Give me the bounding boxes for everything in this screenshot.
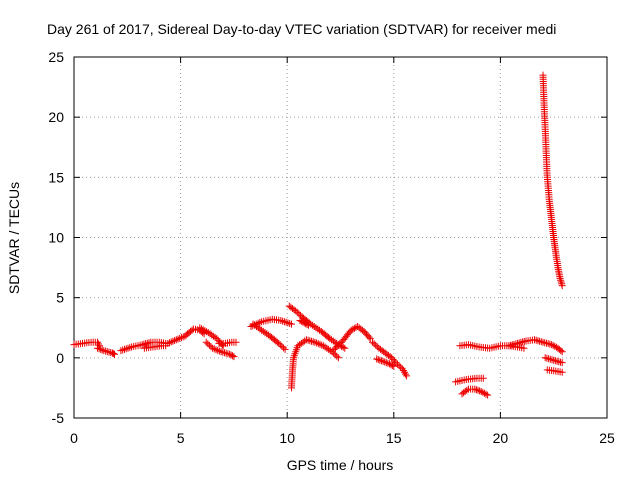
grid <box>74 57 607 418</box>
y-tick-label: 20 <box>48 109 64 125</box>
y-tick-label: 25 <box>48 49 64 65</box>
data-point-markers <box>296 317 312 329</box>
series-arc-13 <box>296 317 312 329</box>
data-point-markers <box>94 344 118 358</box>
series-arc-04 <box>140 342 170 352</box>
series-arc-08 <box>215 338 240 347</box>
series-arc-01 <box>70 338 104 350</box>
data-point-markers <box>288 336 342 392</box>
y-tick-label: 0 <box>56 350 64 366</box>
data-point-markers <box>70 338 104 350</box>
x-tick-label: 15 <box>386 430 402 446</box>
y-axis-label: SDTVAR / TECUs <box>6 182 22 294</box>
x-tick-label: 0 <box>70 430 78 446</box>
data-point-markers <box>541 354 566 367</box>
series-arc-07 <box>202 338 238 361</box>
series-arc-22 <box>543 366 566 376</box>
plot-frame <box>73 56 608 419</box>
data-point-markers <box>202 338 238 361</box>
data-point-markers <box>330 323 374 353</box>
x-tick-label: 5 <box>177 430 185 446</box>
data-point-markers <box>505 336 566 356</box>
data-series <box>70 71 566 399</box>
series-arc-18 <box>458 385 492 399</box>
y-tick-label: 15 <box>48 169 64 185</box>
series-arc-23 <box>539 71 566 290</box>
axis-ticks: 0 5 10 15 20 25 -5 0 5 10 15 20 25 <box>48 49 615 446</box>
data-point-markers <box>369 338 411 380</box>
series-arc-14 <box>330 323 374 353</box>
data-point-markers <box>140 342 170 352</box>
series-arc-06 <box>196 324 227 350</box>
series-arc-10 <box>249 320 289 353</box>
data-point-markers <box>249 320 289 353</box>
series-arc-15 <box>369 338 411 380</box>
data-point-markers <box>543 366 566 376</box>
data-point-markers <box>452 374 487 386</box>
series-arc-02 <box>94 344 118 358</box>
series-arc-12 <box>288 336 342 392</box>
series-arc-17 <box>452 374 487 386</box>
y-tick-label: 5 <box>56 290 64 306</box>
series-arc-20 <box>505 336 566 356</box>
series-arc-16 <box>373 355 398 370</box>
x-axis-label: GPS time / hours <box>287 457 394 473</box>
y-tick-label: -5 <box>52 410 65 426</box>
data-point-markers <box>215 338 240 347</box>
data-point-markers <box>196 324 227 350</box>
data-point-markers <box>373 355 398 370</box>
x-tick-label: 20 <box>493 430 509 446</box>
x-tick-label: 10 <box>279 430 295 446</box>
x-tick-label: 25 <box>599 430 615 446</box>
data-point-markers <box>458 385 492 399</box>
y-tick-label: 10 <box>48 230 64 246</box>
series-arc-21 <box>541 354 566 367</box>
chart-title: Day 261 of 2017, Sidereal Day-to-day VTE… <box>47 21 556 37</box>
data-point-markers <box>539 71 566 290</box>
